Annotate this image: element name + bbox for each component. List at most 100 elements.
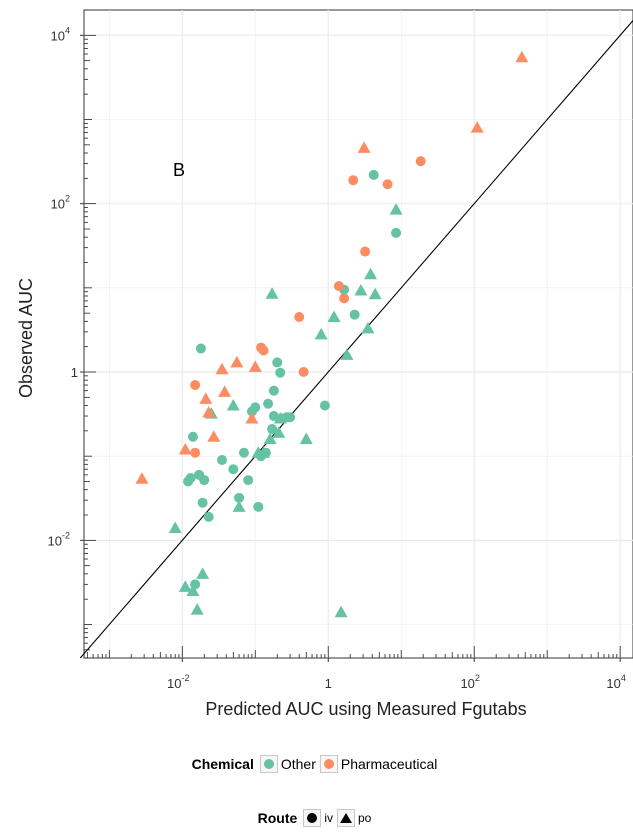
legend-key-pharmaceutical <box>319 755 338 773</box>
legend-label-po: po <box>357 811 372 825</box>
point-pharmaceutical-po <box>470 121 484 133</box>
point-pharmaceutical-po <box>178 443 192 455</box>
point-other-iv <box>268 385 279 396</box>
point-other-po <box>263 432 277 444</box>
point-other-po <box>361 321 375 334</box>
point-other-iv <box>253 501 264 512</box>
point-other-iv <box>391 227 402 238</box>
x-tick-label: 1 <box>325 676 332 691</box>
point-other-po <box>196 567 210 579</box>
x-tick-label: 102 <box>460 673 479 691</box>
point-other-iv <box>250 402 261 413</box>
point-pharmaceutical-iv <box>333 281 344 292</box>
y-axis-ticks: 10-2 1 102 104 <box>48 25 84 548</box>
point-other-po <box>178 580 192 592</box>
legend-key-iv <box>303 809 322 827</box>
point-other-iv <box>238 447 249 458</box>
y-tick-label: 1 <box>71 365 78 380</box>
point-other-iv <box>203 511 214 522</box>
point-pharmaceutical-iv <box>415 156 426 167</box>
point-other-iv <box>183 476 194 487</box>
triangle-icon <box>339 813 352 823</box>
point-pharmaceutical-po <box>245 412 259 424</box>
point-pharmaceutical-iv <box>348 175 359 186</box>
point-other-po <box>265 287 279 299</box>
x-axis-ticks: 10-2 1 102 104 <box>167 658 626 691</box>
legend-route: Route iv po <box>0 808 633 828</box>
point-other-iv <box>275 367 286 378</box>
point-other-po <box>272 426 286 438</box>
point-other-iv <box>243 475 254 486</box>
point-other-po <box>232 500 246 512</box>
point-other-iv <box>199 475 210 486</box>
point-other-iv <box>195 343 206 354</box>
x-tick-exponent: 4 <box>621 673 626 683</box>
point-other-iv <box>263 398 274 409</box>
point-pharmaceutical-iv <box>294 312 305 323</box>
y-tick-label: 10-2 <box>48 530 70 548</box>
point-other-iv <box>216 455 227 466</box>
legend-key-po <box>336 809 355 827</box>
point-other-iv <box>268 411 279 422</box>
point-pharmaceutical-iv <box>339 293 350 304</box>
point-other-iv <box>187 431 198 442</box>
point-pharmaceutical-iv <box>360 246 371 257</box>
point-pharmaceutical-iv <box>382 179 393 190</box>
y-tick-exponent: 2 <box>65 194 70 204</box>
point-other-po <box>273 412 287 424</box>
panel-label: B <box>173 160 185 180</box>
point-other-iv <box>234 492 245 503</box>
point-pharmaceutical-po <box>202 406 216 418</box>
identity-line <box>79 20 633 659</box>
point-pharmaceutical-po <box>199 392 213 404</box>
point-pharmaceutical-po <box>357 141 371 153</box>
y-tick-exponent: 4 <box>65 25 70 35</box>
point-other-po <box>186 584 200 597</box>
y-axis-label: Observed AUC <box>16 278 36 398</box>
x-tick-exponent: 2 <box>475 673 480 683</box>
minor-ticks <box>84 9 621 659</box>
legend-key-other <box>259 755 278 773</box>
point-other-po <box>334 605 348 618</box>
legend-label-iv: iv <box>324 811 333 825</box>
point-other-iv <box>349 309 360 320</box>
point-pharmaceutical-po <box>218 385 232 397</box>
point-other-po <box>368 287 382 300</box>
point-pharmaceutical-iv <box>190 380 201 391</box>
y-tick-label: 102 <box>51 194 70 212</box>
point-other-po <box>314 327 328 340</box>
identity-line-group <box>79 20 633 659</box>
point-other-iv <box>197 497 208 508</box>
point-other-iv <box>285 412 296 423</box>
y-tick-exponent: -2 <box>62 530 70 540</box>
point-pharmaceutical-po <box>230 355 244 368</box>
point-other-iv <box>319 400 330 411</box>
circle-icon <box>263 759 274 769</box>
point-other-po <box>389 203 403 215</box>
grid-lines <box>84 10 633 658</box>
point-pharmaceutical-iv <box>258 345 269 356</box>
y-tick-label: 104 <box>51 25 70 43</box>
point-other-po <box>299 432 313 444</box>
x-tick-label: 104 <box>606 673 625 691</box>
point-pharmaceutical-iv <box>298 367 309 378</box>
legend-label-other: Other <box>280 756 316 772</box>
circle-icon <box>307 813 318 823</box>
point-pharmaceutical-po <box>215 362 229 375</box>
point-other-po <box>364 267 378 280</box>
point-other-po <box>226 398 240 411</box>
point-pharmaceutical-po <box>135 472 149 484</box>
point-other-po <box>168 521 182 534</box>
point-pharmaceutical-po <box>207 430 221 442</box>
point-other-po <box>190 603 204 615</box>
point-other-po <box>327 310 341 323</box>
x-axis-label: Predicted AUC using Measured Fgutabs <box>205 699 526 719</box>
legend-chemical: Chemical Other Pharmaceutical <box>0 754 633 774</box>
legend-label-pharmaceutical: Pharmaceutical <box>340 756 438 772</box>
x-tick-exponent: -2 <box>182 673 190 683</box>
x-tick-label: 10-2 <box>167 673 189 691</box>
point-other-po <box>354 283 368 296</box>
point-pharmaceutical-po <box>248 360 262 372</box>
point-pharmaceutical-iv <box>190 447 201 458</box>
